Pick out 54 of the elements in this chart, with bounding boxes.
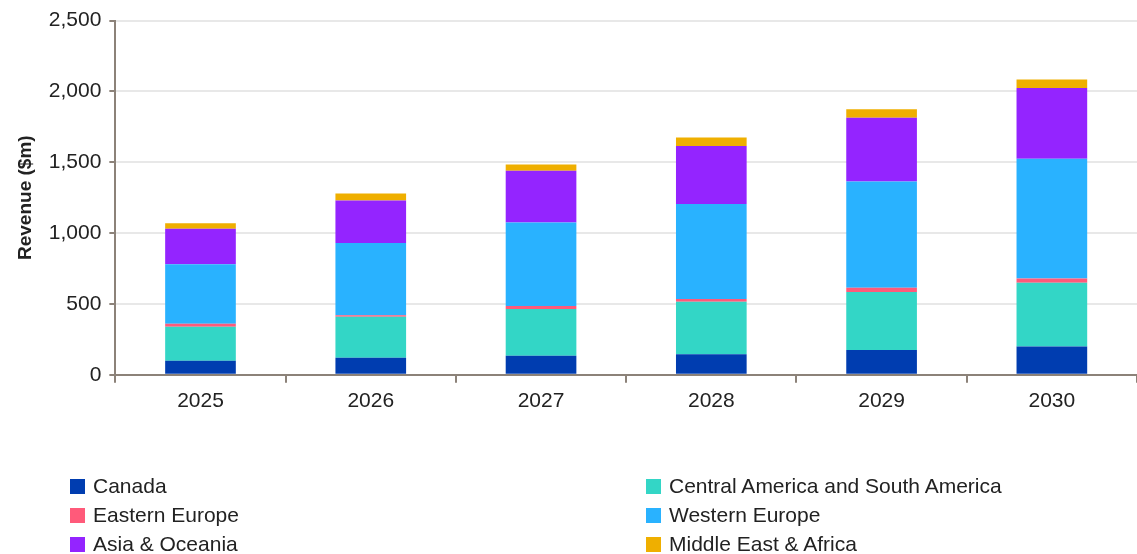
- x-tick-label: 2028: [687, 388, 735, 412]
- bar: [165, 360, 236, 374]
- x-tick-label: 2030: [1028, 388, 1076, 412]
- bar: [1016, 87, 1088, 159]
- bar: [165, 326, 236, 361]
- legend-label: Middle East & Africa: [669, 532, 857, 554]
- bar: [335, 200, 407, 244]
- bar: [335, 316, 407, 358]
- y-tick-label: 0: [89, 361, 102, 385]
- bar: [505, 355, 577, 374]
- bar: [505, 164, 577, 171]
- bar: [675, 145, 747, 205]
- legend-label: Asia & Oceania: [93, 532, 238, 554]
- bar: [846, 117, 917, 182]
- bar: [505, 306, 577, 309]
- bar: [846, 350, 917, 374]
- y-tick-label: 1,000: [48, 219, 102, 243]
- bar: [675, 301, 747, 355]
- bar: [505, 222, 577, 307]
- y-tick-label: 2,000: [48, 78, 102, 102]
- bar: [1016, 158, 1088, 279]
- bar: [846, 287, 917, 292]
- y-axis-title: Revenue ($m): [13, 135, 35, 260]
- bar: [335, 193, 407, 201]
- bar: [1016, 278, 1088, 283]
- bar: [675, 204, 747, 299]
- bar: [1016, 346, 1088, 374]
- bar: [165, 223, 236, 229]
- legend-label: Canada: [93, 474, 167, 498]
- legend-label: Central America and South America: [669, 474, 1002, 498]
- bar: [846, 291, 917, 351]
- bar: [675, 354, 747, 374]
- x-tick-label: 2027: [517, 388, 565, 412]
- bar: [165, 264, 236, 324]
- y-tick-label: 2,500: [48, 7, 102, 31]
- bar: [505, 308, 577, 356]
- bar: [1016, 282, 1088, 347]
- bar: [505, 170, 577, 223]
- y-tick-label: 500: [66, 290, 102, 314]
- legend-label: Western Europe: [669, 503, 821, 527]
- bar: [1016, 79, 1088, 88]
- bar: [675, 299, 747, 302]
- bar: [846, 181, 917, 288]
- y-tick-label: 1,500: [48, 149, 102, 173]
- x-tick-label: 2025: [177, 388, 224, 412]
- bar: [335, 243, 407, 316]
- bar: [165, 323, 236, 327]
- x-tick-label: 2026: [347, 388, 395, 412]
- bar: [675, 137, 747, 146]
- legend-label: Eastern Europe: [93, 503, 239, 527]
- bar: [165, 228, 236, 265]
- x-tick-label: 2029: [858, 388, 905, 412]
- bar: [335, 357, 407, 374]
- bar: [846, 109, 917, 118]
